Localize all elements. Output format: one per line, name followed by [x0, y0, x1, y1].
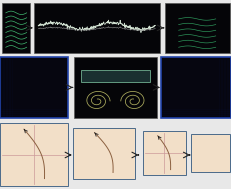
Bar: [2, 3, 30, 53]
Bar: [33, 3, 159, 53]
Bar: [74, 57, 156, 118]
Bar: [81, 70, 149, 82]
Bar: [73, 128, 134, 179]
Bar: [161, 57, 230, 118]
Bar: [0, 123, 68, 186]
Bar: [142, 131, 185, 175]
Bar: [191, 134, 229, 172]
Bar: [0, 57, 68, 118]
Bar: [164, 3, 229, 53]
